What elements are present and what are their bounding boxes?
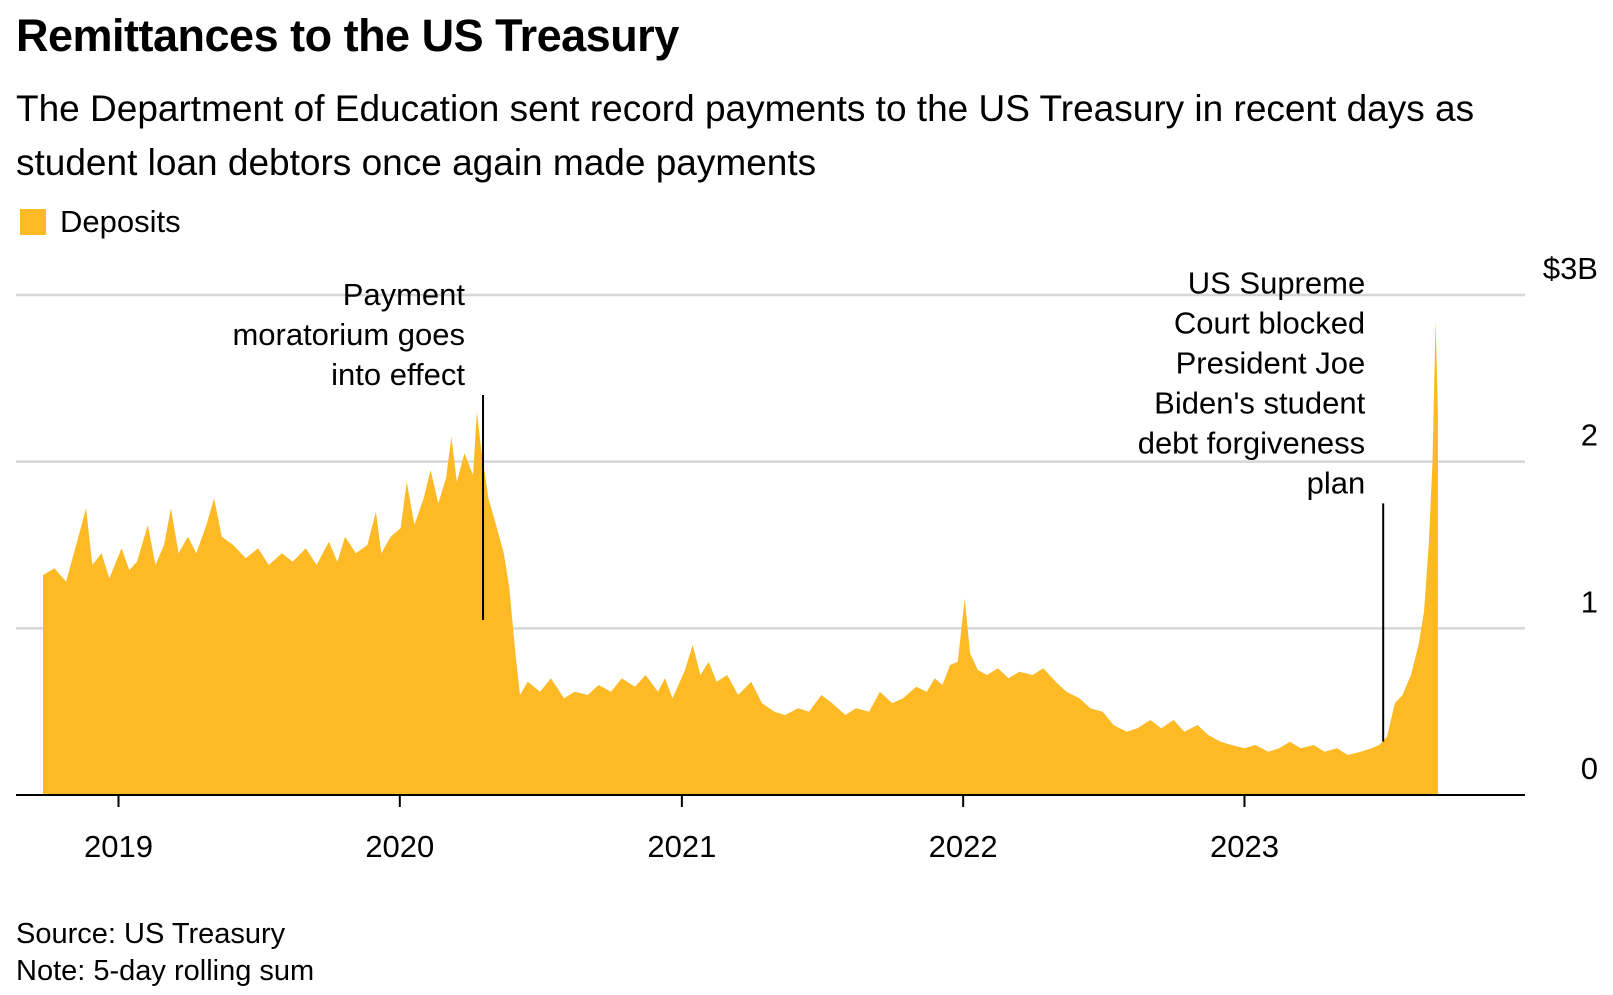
x-tick-label: 2022: [929, 829, 998, 864]
annotation-text: Court blocked: [1174, 305, 1365, 340]
annotation-text: Biden's student: [1154, 385, 1365, 420]
chart-plot: $3B 2 1 0 2019 2020 2021 2022 2023 Payment morator…: [16, 251, 1598, 864]
y-tick-label: 0: [1581, 751, 1598, 786]
legend: Deposits: [20, 204, 181, 240]
x-tick-label: 2021: [647, 829, 716, 864]
annotation-text: debt forgiveness: [1138, 425, 1365, 460]
annotation-text: into effect: [331, 357, 465, 392]
annotation-text: Payment: [343, 277, 466, 312]
chart-title: Remittances to the US Treasury: [16, 10, 679, 61]
annotation-text: President Joe: [1176, 345, 1366, 380]
annotation-text: US Supreme: [1188, 265, 1365, 300]
source-note: Source: US Treasury: [16, 918, 286, 950]
legend-label: Deposits: [60, 204, 181, 239]
x-tick-label: 2023: [1210, 829, 1279, 864]
x-tick-label: 2019: [84, 829, 153, 864]
legend-swatch: [20, 209, 46, 235]
y-tick-label: 2: [1581, 418, 1598, 453]
y-tick-label: 1: [1581, 584, 1598, 619]
chart-subtitle: The Department of Education sent record …: [16, 88, 1475, 183]
annotation-text: moratorium goes: [232, 317, 465, 352]
area-series-deposits: [43, 320, 1438, 795]
methodology-note: Note: 5-day rolling sum: [16, 955, 315, 987]
x-tick-label: 2020: [365, 829, 434, 864]
annotation-text: plan: [1307, 465, 1366, 500]
y-tick-label: $3B: [1543, 251, 1598, 286]
